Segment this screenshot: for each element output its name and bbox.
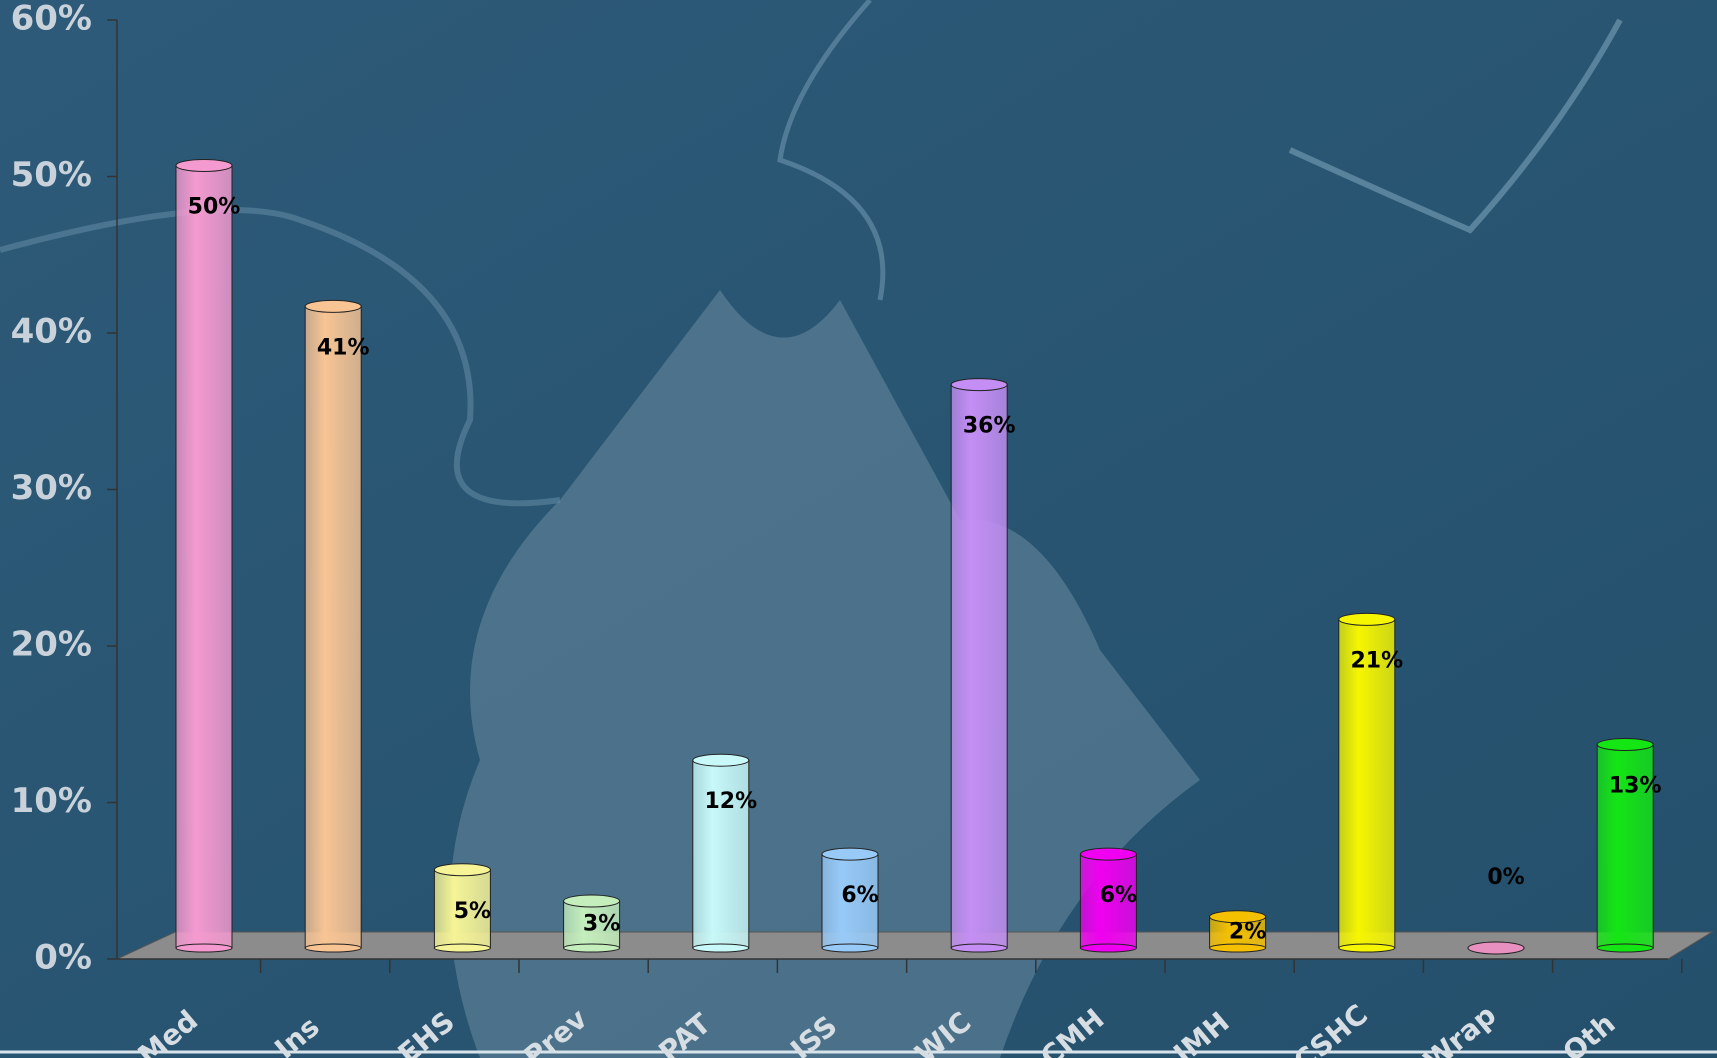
y-tick-label: 0% [34, 938, 92, 978]
bar-base [1079, 943, 1137, 953]
bar-top [821, 847, 879, 861]
y-tick-label: 60% [11, 0, 92, 39]
puzzle-edge [777, 0, 886, 301]
y-tick-label: 40% [11, 312, 92, 352]
data-label: 6% [1100, 883, 1137, 908]
y-tick-label: 30% [11, 468, 92, 508]
data-label: 5% [454, 899, 491, 924]
data-label: 50% [188, 195, 241, 220]
bar [1338, 618, 1396, 949]
bar-base [304, 943, 362, 953]
bar-base [821, 943, 879, 953]
data-label: 2% [1229, 919, 1266, 944]
bar-top [1209, 910, 1267, 924]
bar-base [692, 943, 750, 953]
bar [304, 305, 362, 949]
data-label: 36% [963, 414, 1016, 439]
bar-base [175, 943, 233, 953]
y-tick-label: 10% [11, 781, 92, 821]
bar-base [1338, 943, 1396, 953]
bar-base [950, 943, 1008, 953]
bar-base [433, 943, 491, 953]
bar-top [1596, 738, 1654, 752]
bar-top [1338, 612, 1396, 626]
bar [433, 869, 491, 949]
bar [1596, 744, 1654, 949]
data-label: 6% [841, 883, 878, 908]
bar-base [563, 943, 621, 953]
data-label: 41% [317, 335, 370, 360]
bar-top [692, 753, 750, 767]
bar-top [950, 378, 1008, 392]
bar-top [1079, 847, 1137, 861]
bar [692, 759, 750, 949]
bar-top [433, 863, 491, 877]
bar [950, 384, 1008, 949]
data-label: 0% [1487, 865, 1524, 890]
bar-top [1467, 941, 1525, 955]
y-tick-label: 20% [11, 625, 92, 665]
bar [175, 165, 233, 949]
bar [821, 853, 879, 949]
bar [563, 900, 621, 949]
bar-top [304, 299, 362, 313]
bar-top [563, 894, 621, 908]
bar [1079, 853, 1137, 949]
data-label: 13% [1609, 774, 1662, 799]
bar-base [1596, 943, 1654, 953]
y-tick-label: 50% [11, 155, 92, 195]
data-label: 3% [583, 912, 620, 937]
data-label: 12% [704, 789, 757, 814]
puzzle-piece [450, 290, 1200, 1058]
data-label: 21% [1350, 648, 1403, 673]
bar-top [175, 159, 233, 172]
bar-base [1209, 943, 1267, 953]
puzzle-edge [1288, 18, 1623, 234]
